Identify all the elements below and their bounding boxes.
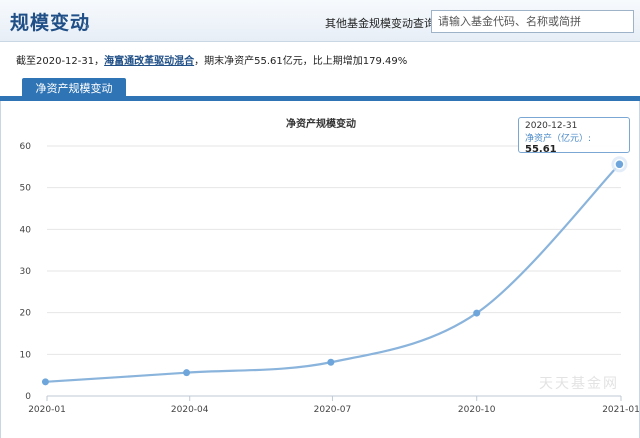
tooltip-date: 2020-12-31 — [525, 121, 578, 131]
data-point — [327, 358, 335, 366]
data-points — [41, 156, 628, 386]
expand-arrow-icon[interactable]: ↘ — [82, 20, 91, 31]
data-tooltip: 2020-12-31 净资产（亿元）: 55.61 — [518, 117, 630, 155]
x-tick-label: 2020-04 — [171, 405, 209, 415]
y-axis: 0 10 20 30 40 50 60 — [20, 142, 32, 402]
summary-line: 截至2020-12-31，海富通改革驱动混合，期末净资产55.61亿元，比上期增… — [16, 52, 407, 67]
data-point — [614, 159, 625, 170]
x-tick-label: 2020-01 — [28, 405, 66, 415]
grid-lines — [47, 145, 621, 397]
tooltip-label: 净资产（亿元）: — [525, 134, 592, 144]
y-tick-label: 60 — [20, 142, 32, 152]
x-axis: 2020-01 2020-04 2020-07 2020-10 2021-01 — [28, 396, 639, 415]
y-tick-label: 40 — [20, 225, 32, 235]
data-point — [41, 378, 49, 386]
summary-suffix: ，期末净资产55.61亿元，比上期增加179.49% — [194, 56, 408, 67]
fund-search-input[interactable] — [431, 10, 634, 33]
y-tick-label: 0 — [25, 392, 31, 402]
search-label: 其他基金规模变动查询: — [325, 17, 439, 30]
tooltip-value: 55.61 — [525, 144, 557, 155]
tab-bar — [0, 96, 640, 101]
series-line — [45, 163, 621, 383]
chart-title: 净资产规模变动 — [286, 117, 356, 130]
y-tick-label: 20 — [20, 309, 32, 319]
y-tick-label: 30 — [20, 267, 32, 277]
fund-name-link[interactable]: 海富通改革驱动混合 — [104, 56, 195, 67]
data-point — [183, 369, 191, 377]
summary-prefix: 截至2020-12-31， — [16, 56, 105, 67]
page-header: 规模变动 ↘ 其他基金规模变动查询: — [0, 0, 640, 42]
page-title: 规模变动 — [10, 12, 91, 34]
tab-net-assets[interactable]: 净资产规模变动 — [22, 78, 126, 100]
x-tick-label: 2020-07 — [314, 405, 352, 415]
y-tick-label: 10 — [20, 350, 32, 360]
watermark: 天天基金网 — [539, 375, 619, 392]
x-tick-label: 2021-01 — [602, 405, 639, 415]
data-point — [473, 309, 481, 317]
y-tick-label: 50 — [20, 184, 32, 194]
x-tick-label: 2020-10 — [458, 405, 496, 415]
